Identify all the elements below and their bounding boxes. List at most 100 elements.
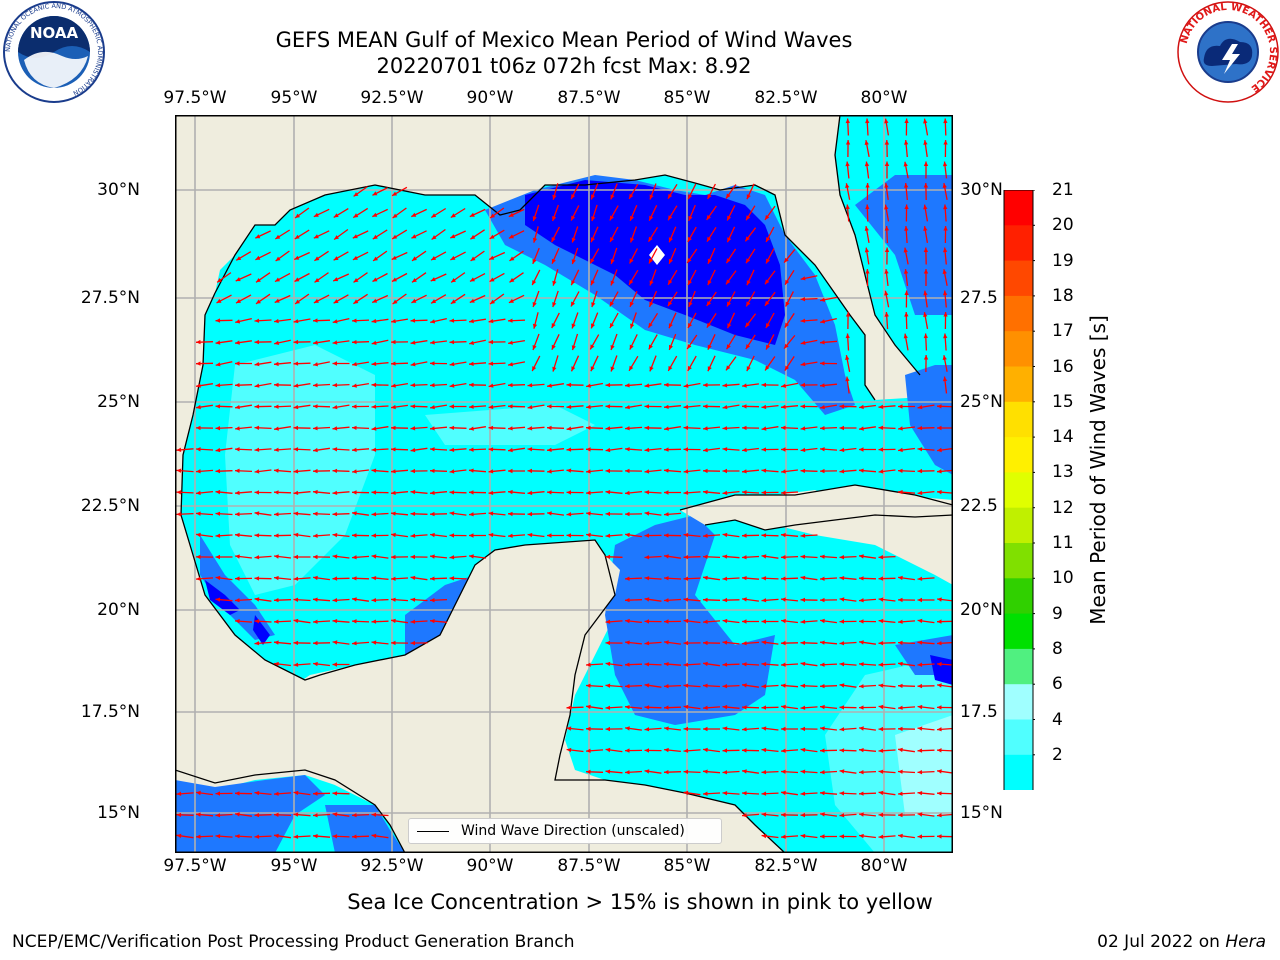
wind-arrow-head [839,619,844,624]
wind-arrow-head [746,215,751,221]
wind-arrow-head [703,490,708,495]
wind-arrow-head [313,426,318,431]
wind-arrow-head [410,511,416,516]
wind-arrow-head [215,447,221,453]
colorbar-label: 10 [1052,568,1074,589]
wind-arrow-head [235,812,240,817]
wind-arrow-head [625,447,630,452]
wind-arrow-head [430,554,435,559]
wind-arrow-head [765,215,770,220]
wind-arrow-head [215,554,220,560]
wind-arrow-head [372,234,378,240]
wind-arrow-head [664,382,669,388]
wind-arrow-head [508,362,513,367]
lon-tick-top: 90°W [466,88,514,108]
wind-arrow-head [943,204,948,210]
wind-arrow-head [566,447,572,452]
wind-arrow-head [176,447,182,452]
wind-arrow-head [722,704,728,710]
wind-arrow-head [508,340,513,345]
wind-arrow-head [761,404,767,410]
wind-arrow-head [196,532,201,538]
wind-arrow-head [917,748,923,753]
lon-tick-top: 97.5°W [163,88,227,108]
colorbar-label: 2 [1052,744,1063,765]
wind-arrow-head [508,404,513,409]
wind-arrow-head [800,447,806,453]
wind-arrow-head [937,791,942,796]
wind-arrow-head [845,118,850,124]
wind-arrow-head [761,490,766,495]
wind-arrow-head [722,405,728,410]
wind-arrow-head [293,425,298,431]
wind-arrow-head [865,204,870,210]
wind-arrow-head [488,532,494,538]
wind-arrow-head [552,280,557,286]
wind-arrow-head [687,258,692,263]
wind-arrow-head [470,256,476,261]
coastline [175,115,953,853]
wind-arrow-head [591,194,595,200]
wind-arrow-head [839,705,844,710]
wind-arrow-head [703,575,708,581]
wind-arrow-head [800,426,806,431]
wind-arrow-head [527,426,533,431]
wind-arrow-head [196,469,201,474]
wind-arrow-head [781,532,786,538]
wind-arrow-head [274,512,279,517]
wind-arrow-head [470,234,476,240]
wind-arrow-head [352,533,357,538]
wind-arrow-head [800,575,806,581]
wind-arrow-head [859,662,864,667]
wind-arrow-head [668,279,673,285]
wind-arrow-head [644,683,650,688]
wind-arrow-head [884,312,889,317]
wind-arrow-head [839,662,845,667]
wind-arrow-head [629,365,634,371]
wind-arrow-head [430,511,435,517]
wind-arrow-head [903,333,908,339]
wind-arrow-head [742,705,747,710]
wind-arrow-head [839,576,845,581]
wind-arrow-head [722,447,728,452]
wind-arrow-head [586,447,591,452]
wind-arrow-head [469,512,474,517]
wind-arrow-head [649,280,654,286]
wind-arrow-head [745,236,750,242]
wind-arrow-head [254,447,260,452]
colorbar-label: 11 [1052,533,1074,553]
wind-arrow-head [683,726,688,732]
wind-arrow-head [761,468,767,473]
wind-arrow-head [605,554,611,559]
map-legend: Wind Wave Direction (unscaled) [408,818,722,844]
wind-arrow-head [859,684,864,689]
wind-arrow-head [742,641,747,646]
wind-arrow-head [781,834,786,839]
wind-arrow-head [864,161,870,167]
wind-arrow-head [800,597,805,603]
wind-arrow-head [391,469,396,474]
wind-arrow-head [392,234,398,239]
wind-arrow-head [726,344,731,350]
wind-arrow-head [625,640,630,645]
colorbar-label: 12 [1052,497,1074,518]
wind-arrow-head [864,226,869,231]
wind-arrow-head [706,215,711,220]
wind-arrow-head [839,834,844,839]
wind-arrow-head [839,748,845,753]
wind-arrow-head [215,318,221,323]
wind-arrow-head [215,404,221,409]
wind-arrow-head [235,340,240,345]
wind-arrow-head [274,340,280,345]
wind-arrow-head [898,791,903,796]
wind-arrow-head [878,597,884,602]
wind-arrow-head [469,554,474,559]
wind-arrow-head [391,339,396,345]
wind-arrow-head [923,312,928,317]
wind-arrow-head [610,237,615,242]
wind-arrow-head [609,301,614,307]
wind-arrow-head [683,555,689,560]
wind-arrow-head [839,425,844,431]
wind-arrow-head [761,598,767,603]
wind-arrow-head [449,533,454,538]
